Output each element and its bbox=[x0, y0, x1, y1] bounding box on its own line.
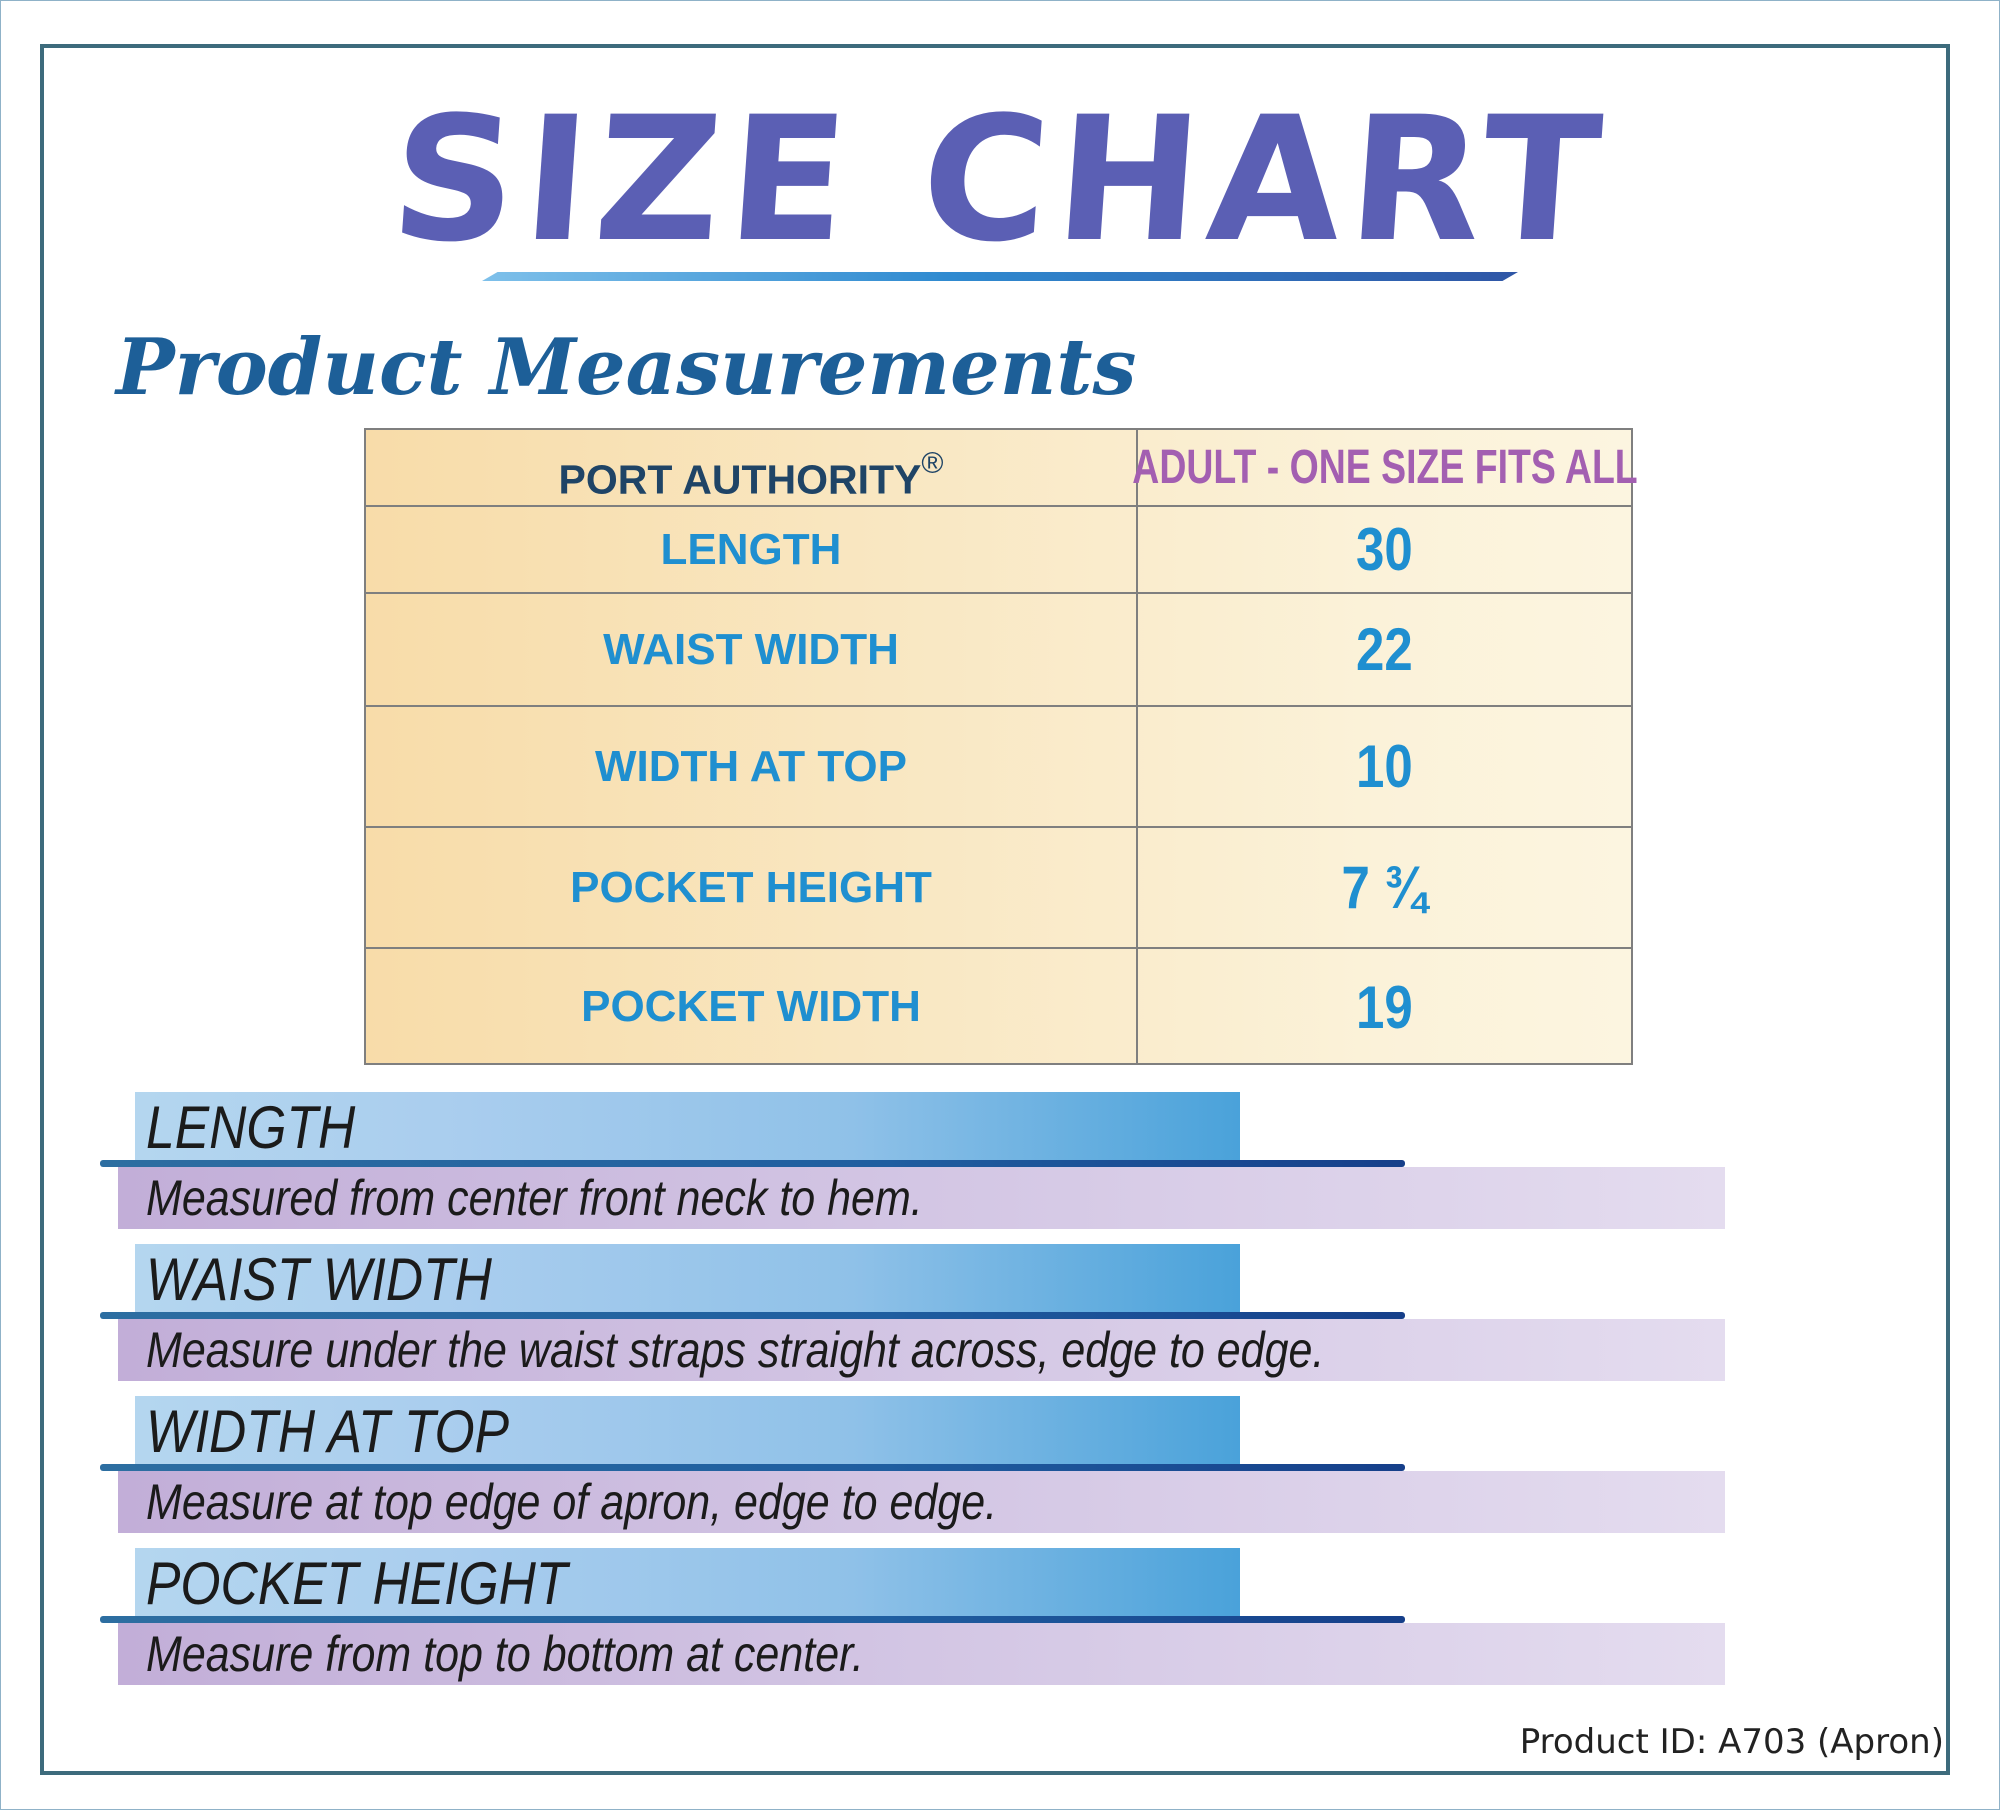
definition-divider bbox=[100, 1464, 1405, 1471]
header-brand-cell: PORT AUTHORITY® bbox=[366, 430, 1136, 505]
definition-divider bbox=[100, 1160, 1405, 1167]
product-id: Product ID: A703 (Apron) bbox=[1519, 1722, 1944, 1762]
row-value: 19 bbox=[1356, 973, 1413, 1041]
header-size-cell: ADULT - ONE SIZE FITS ALL bbox=[1132, 430, 1637, 505]
definition-description: Measure under the waist straps straight … bbox=[146, 1322, 1325, 1378]
header-brand: PORT AUTHORITY® bbox=[558, 431, 943, 504]
row-value: 22 bbox=[1356, 616, 1413, 683]
definition-term: LENGTH bbox=[146, 1094, 356, 1161]
row-value-cell: 7 ¾ bbox=[1136, 828, 1631, 947]
row-label-cell: LENGTH bbox=[366, 507, 1136, 592]
row-value: 10 bbox=[1356, 733, 1413, 800]
title-underline bbox=[482, 272, 1518, 281]
definition-pocket-height: POCKET HEIGHT Measure from top to bottom… bbox=[0, 1548, 2000, 1698]
row-label: WIDTH AT TOP bbox=[594, 741, 908, 791]
definition-heading-bar bbox=[135, 1396, 1240, 1466]
definition-description: Measured from center front neck to hem. bbox=[146, 1170, 923, 1226]
row-label-cell: POCKET HEIGHT bbox=[366, 828, 1136, 947]
definition-description-bar bbox=[118, 1623, 1725, 1685]
definition-heading-bar bbox=[135, 1092, 1240, 1162]
section-subtitle: Product Measurements bbox=[116, 322, 1137, 413]
row-label: WAIST WIDTH bbox=[603, 624, 899, 674]
row-value-cell: 30 bbox=[1136, 507, 1631, 592]
table-header-row: PORT AUTHORITY® ADULT - ONE SIZE FITS AL… bbox=[366, 430, 1637, 505]
table-row: POCKET WIDTH 19 bbox=[366, 947, 1631, 1065]
row-label: LENGTH bbox=[660, 524, 842, 574]
definition-heading-bar bbox=[135, 1548, 1240, 1618]
table-row: WAIST WIDTH 22 bbox=[366, 592, 1631, 705]
definition-divider bbox=[100, 1616, 1405, 1623]
definition-divider bbox=[100, 1312, 1405, 1319]
header-size-label: ADULT - ONE SIZE FITS ALL bbox=[1131, 441, 1638, 494]
row-value-cell: 19 bbox=[1136, 949, 1631, 1065]
definition-description-bar bbox=[118, 1319, 1725, 1381]
row-label-cell: WIDTH AT TOP bbox=[366, 707, 1136, 826]
definition-term: WIDTH AT TOP bbox=[146, 1398, 510, 1465]
definition-description-bar bbox=[118, 1167, 1725, 1229]
page-title: SIZE CHART bbox=[385, 79, 1615, 280]
definition-waist-width: WAIST WIDTH Measure under the waist stra… bbox=[0, 1244, 2000, 1394]
registered-mark: ® bbox=[921, 447, 944, 481]
row-label: POCKET HEIGHT bbox=[570, 862, 932, 912]
definition-heading-bar bbox=[135, 1244, 1240, 1314]
definition-term: WAIST WIDTH bbox=[146, 1246, 492, 1313]
table-row: WIDTH AT TOP 10 bbox=[366, 705, 1631, 826]
definition-term: POCKET HEIGHT bbox=[146, 1550, 568, 1617]
definition-description-bar bbox=[118, 1471, 1725, 1533]
row-label-cell: POCKET WIDTH bbox=[366, 949, 1136, 1065]
row-value: 30 bbox=[1356, 516, 1413, 583]
table-row: POCKET HEIGHT 7 ¾ bbox=[366, 826, 1631, 947]
header-brand-name: PORT AUTHORITY bbox=[558, 456, 922, 503]
definition-width-at-top: WIDTH AT TOP Measure at top edge of apro… bbox=[0, 1396, 2000, 1546]
row-label-cell: WAIST WIDTH bbox=[366, 594, 1136, 705]
measurements-table: PORT AUTHORITY® ADULT - ONE SIZE FITS AL… bbox=[364, 428, 1637, 1065]
definition-length: LENGTH Measured from center front neck t… bbox=[0, 1092, 2000, 1242]
row-label: POCKET WIDTH bbox=[581, 982, 921, 1031]
definition-description: Measure at top edge of apron, edge to ed… bbox=[146, 1474, 998, 1530]
definition-description: Measure from top to bottom at center. bbox=[146, 1626, 864, 1682]
row-value: 7 ¾ bbox=[1341, 854, 1428, 921]
row-value-cell: 22 bbox=[1136, 594, 1631, 705]
page-frame bbox=[40, 44, 1950, 1775]
table-row: LENGTH 30 bbox=[366, 505, 1631, 592]
row-value-cell: 10 bbox=[1136, 707, 1631, 826]
